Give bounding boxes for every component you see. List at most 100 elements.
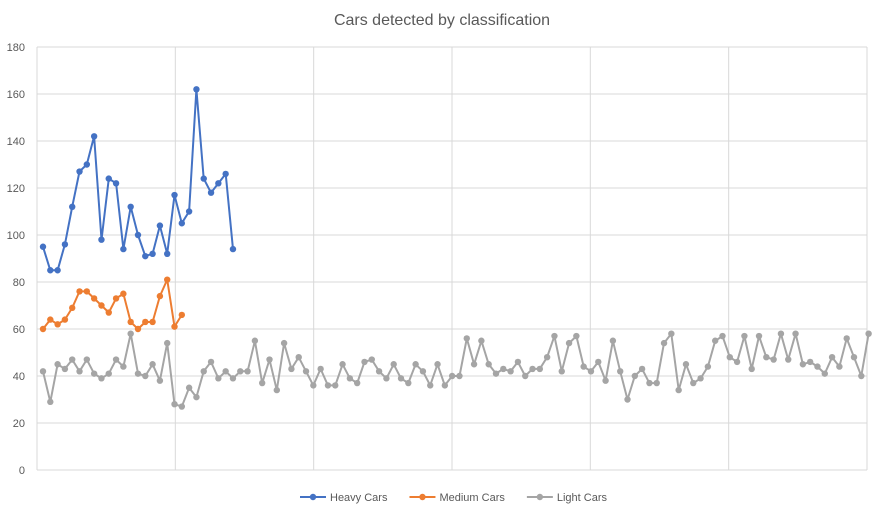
data-point-heavy-cars <box>76 168 83 175</box>
data-point-light-cars <box>770 356 777 363</box>
data-point-light-cars <box>405 379 412 387</box>
data-point-light-cars <box>105 370 112 377</box>
data-point-light-cars <box>792 330 799 337</box>
legend-label: Heavy Cars <box>330 492 388 504</box>
data-point-light-cars <box>646 379 653 387</box>
data-point-light-cars <box>478 337 485 344</box>
data-point-light-cars <box>719 332 726 340</box>
data-point-light-cars <box>821 370 828 377</box>
data-point-light-cars <box>54 361 61 368</box>
data-point-light-cars <box>587 368 595 375</box>
data-point-light-cars <box>470 361 478 368</box>
y-tick-label: 160 <box>7 89 25 101</box>
data-point-medium-cars <box>112 295 120 302</box>
data-point-light-cars <box>134 370 142 377</box>
data-point-light-cars <box>368 356 375 363</box>
data-point-heavy-cars <box>215 180 222 187</box>
data-point-light-cars <box>149 361 156 368</box>
data-point-light-cars <box>441 382 449 389</box>
data-point-heavy-cars <box>200 175 207 182</box>
data-point-light-cars <box>47 398 54 406</box>
data-point-light-cars <box>551 332 558 340</box>
series-layer <box>39 86 872 410</box>
data-point-heavy-cars <box>83 161 91 168</box>
data-point-light-cars <box>280 339 288 347</box>
data-point-light-cars <box>500 365 507 373</box>
gridlines <box>36 46 868 471</box>
data-point-light-cars <box>741 332 748 340</box>
data-point-heavy-cars <box>39 243 47 250</box>
data-point-light-cars <box>843 335 850 342</box>
data-point-light-cars <box>492 370 500 377</box>
data-point-light-cars <box>434 361 441 368</box>
data-point-light-cars <box>522 372 529 380</box>
data-point-heavy-cars <box>112 180 120 187</box>
legend-item-light-cars: Light Cars <box>526 492 608 504</box>
data-point-light-cars <box>383 375 390 382</box>
data-point-light-cars <box>61 365 69 373</box>
data-point-light-cars <box>142 372 149 380</box>
data-point-heavy-cars <box>229 245 237 253</box>
data-point-light-cars <box>704 363 712 370</box>
data-point-medium-cars <box>164 276 171 283</box>
data-point-light-cars <box>514 358 522 366</box>
data-point-light-cars <box>171 401 178 408</box>
data-point-heavy-cars <box>69 203 76 210</box>
data-point-medium-cars <box>69 304 76 312</box>
data-point-light-cars <box>397 375 405 382</box>
data-point-medium-cars <box>156 292 164 300</box>
data-point-light-cars <box>580 363 587 370</box>
chart-title: Cars detected by classification <box>334 12 550 29</box>
data-point-medium-cars <box>171 323 178 330</box>
data-point-light-cars <box>814 363 821 370</box>
data-point-light-cars <box>69 356 76 363</box>
data-point-heavy-cars <box>90 133 98 140</box>
data-point-light-cars <box>288 365 295 373</box>
legend-item-heavy-cars: Heavy Cars <box>300 492 388 504</box>
series-medium-cars <box>39 276 186 333</box>
data-point-light-cars <box>375 368 383 375</box>
data-point-light-cars <box>573 332 580 340</box>
data-point-medium-cars <box>149 318 156 326</box>
data-point-heavy-cars <box>47 267 54 274</box>
data-point-light-cars <box>799 361 807 368</box>
y-tick-label: 180 <box>7 42 25 54</box>
data-point-light-cars <box>361 358 368 366</box>
data-point-heavy-cars <box>178 220 186 227</box>
legend-label: Light Cars <box>557 492 608 504</box>
data-point-heavy-cars <box>54 267 61 274</box>
data-point-medium-cars <box>98 302 105 309</box>
data-point-light-cars <box>207 358 215 366</box>
data-point-light-cars <box>565 339 573 347</box>
data-point-medium-cars <box>54 321 61 328</box>
data-point-medium-cars <box>142 318 149 326</box>
data-point-light-cars <box>850 354 858 361</box>
data-point-heavy-cars <box>222 170 229 178</box>
data-point-light-cars <box>463 335 470 342</box>
data-point-medium-cars <box>39 325 47 333</box>
data-point-light-cars <box>112 356 120 363</box>
data-point-light-cars <box>865 330 872 337</box>
data-point-heavy-cars <box>207 189 215 196</box>
data-point-heavy-cars <box>61 241 69 248</box>
data-point-light-cars <box>653 379 660 387</box>
data-point-light-cars <box>617 368 624 375</box>
legend-marker <box>536 493 544 501</box>
series-light-cars <box>39 330 872 410</box>
data-point-light-cars <box>733 358 741 366</box>
data-point-heavy-cars <box>105 175 112 182</box>
legend-marker <box>419 493 426 501</box>
data-point-light-cars <box>251 337 259 344</box>
data-point-light-cars <box>295 354 302 361</box>
legend-marker <box>309 493 317 501</box>
data-point-light-cars <box>127 330 134 337</box>
data-point-light-cars <box>266 356 273 363</box>
data-point-light-cars <box>90 370 98 377</box>
data-point-heavy-cars <box>127 203 134 210</box>
data-point-light-cars <box>310 382 317 389</box>
data-point-heavy-cars <box>185 208 193 215</box>
legend-label: Medium Cars <box>439 492 505 504</box>
data-point-heavy-cars <box>193 86 200 93</box>
data-point-light-cars <box>711 337 719 344</box>
data-point-light-cars <box>660 339 668 347</box>
